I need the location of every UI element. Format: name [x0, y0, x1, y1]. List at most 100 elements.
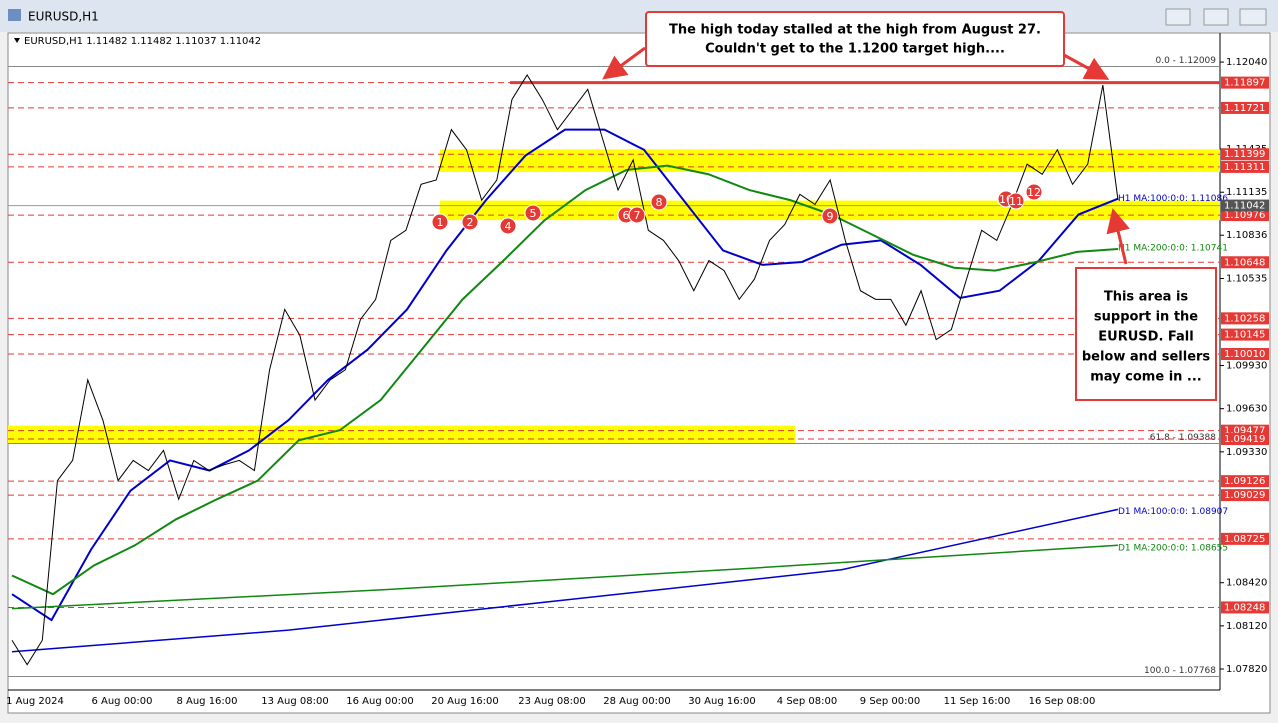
level-tag: [1221, 312, 1269, 325]
y-tick-label: 1.08420: [1226, 578, 1267, 589]
y-tick-label: 1.10836: [1226, 230, 1267, 241]
ma-label: D1 MA:100:0:0: 1.08907: [1118, 507, 1228, 517]
x-tick-label: 28 Aug 00:00: [603, 696, 670, 707]
x-tick-label: 8 Aug 16:00: [176, 696, 237, 707]
level-label: 1.11897: [1224, 78, 1265, 89]
level-tag: [1221, 256, 1269, 269]
marker-label: 1: [437, 216, 444, 229]
y-tick-label: 1.12040: [1226, 57, 1267, 68]
marker-label: 11: [1009, 195, 1023, 208]
marker: [628, 206, 646, 224]
moving-average: [11, 164, 1119, 596]
arrow: [1063, 53, 1110, 80]
marker: [431, 213, 449, 231]
level-label: 1.09477: [1224, 426, 1265, 437]
y-tick-label: 1.09330: [1226, 447, 1267, 458]
level-tag: [1221, 101, 1269, 114]
level-label: 1.10010: [1224, 349, 1265, 360]
fib-label: 0.0 - 1.12009: [1156, 56, 1217, 66]
annotation-box: [1075, 267, 1217, 401]
marker-label: 8: [656, 196, 663, 209]
x-tick-label: 20 Aug 16:00: [431, 696, 498, 707]
x-tick-label: 16 Aug 00:00: [346, 696, 413, 707]
close-button[interactable]: [1239, 8, 1267, 26]
marker: [499, 217, 517, 235]
y-tick-label: 1.09930: [1226, 361, 1267, 372]
maximize-button[interactable]: [1203, 8, 1229, 26]
level-label: 1.10258: [1224, 313, 1265, 324]
level-tag: [1221, 76, 1269, 89]
level-label: 1.10145: [1224, 330, 1265, 341]
level-label: 1.10976: [1224, 210, 1265, 221]
annotation-text: This area is: [1104, 290, 1189, 305]
level-label: 1.08248: [1224, 602, 1265, 613]
level-tag: [1221, 601, 1269, 614]
annotation-text: support in the: [1094, 310, 1198, 325]
level-tag: [1221, 489, 1269, 502]
fib-label: 100.0 - 1.07768: [1144, 666, 1216, 676]
marker: [650, 193, 668, 211]
support-zone: [440, 149, 1220, 172]
y-tick-label: 1.11135: [1226, 187, 1267, 198]
x-tick-label: 16 Sep 08:00: [1029, 696, 1096, 707]
annotation-text: may come in ...: [1090, 370, 1202, 385]
annotation-text: Couldn't get to the 1.1200 target high..…: [705, 42, 1005, 57]
window-title: EURUSD,H1: [28, 10, 99, 24]
level-tag: [1221, 348, 1269, 361]
marker: [461, 213, 479, 231]
annotation-text: below and sellers: [1082, 350, 1211, 365]
fib-label: 61.8 - 1.09388: [1150, 433, 1216, 443]
y-tick-label: 1.10535: [1226, 274, 1267, 285]
ma-label: H1 MA:100:0:0: 1.11086: [1118, 194, 1228, 204]
x-tick-label: 13 Aug 08:00: [261, 696, 328, 707]
marker: [1007, 192, 1025, 210]
ma-label: H1 MA:200:0:0: 1.10741: [1118, 243, 1228, 253]
chart-header: EURUSD,H1 1.11482 1.11482 1.11037 1.1104…: [24, 36, 261, 47]
price-line: [11, 74, 1119, 666]
level-tag: [1221, 148, 1269, 161]
marker-label: 5: [530, 207, 537, 220]
marker: [1025, 183, 1043, 201]
moving-average: [11, 508, 1119, 653]
level-tag: [1221, 328, 1269, 341]
annotation-text: EURUSD. Fall: [1098, 330, 1193, 345]
level-tag: [1221, 532, 1269, 545]
arrow: [1106, 208, 1130, 265]
moving-average: [11, 128, 1119, 622]
level-label: 1.09419: [1224, 434, 1265, 445]
title-bar: [0, 0, 1278, 32]
level-label: 1.09126: [1224, 476, 1265, 487]
ma-label: D1 MA:200:0:0: 1.08655: [1118, 543, 1228, 553]
marker-label: 2: [467, 216, 474, 229]
marker-label: 7: [634, 209, 641, 222]
bid-label: 1.11042: [1224, 201, 1265, 212]
marker: [821, 207, 839, 225]
y-tick-label: 1.07820: [1226, 664, 1267, 675]
marker-label: 12: [1027, 186, 1041, 199]
level-label: 1.09029: [1224, 490, 1265, 501]
annotation-text: The high today stalled at the high from …: [669, 23, 1041, 38]
y-tick-label: 1.09630: [1226, 404, 1267, 415]
x-tick-label: 6 Aug 00:00: [91, 696, 152, 707]
level-tag: [1221, 209, 1269, 222]
level-label: 1.11399: [1224, 149, 1265, 160]
annotation-box: [645, 11, 1065, 67]
x-tick-label: 23 Aug 08:00: [518, 696, 585, 707]
level-label: 1.08725: [1224, 534, 1265, 545]
marker: [524, 204, 542, 222]
x-tick-label: 9 Sep 00:00: [860, 696, 920, 707]
marker-label: 6: [623, 209, 630, 222]
level-tag: [1221, 433, 1269, 446]
minimize-button[interactable]: [1165, 8, 1191, 26]
x-tick-label: 1 Aug 2024: [6, 696, 64, 707]
level-tag: [1221, 160, 1269, 173]
x-tick-label: 11 Sep 16:00: [944, 696, 1011, 707]
x-tick-label: 30 Aug 16:00: [688, 696, 755, 707]
support-zone: [8, 425, 795, 445]
arrow: [602, 46, 646, 80]
level-label: 1.10648: [1224, 257, 1265, 268]
marker-label: 9: [827, 210, 834, 223]
y-tick-label: 1.08120: [1226, 621, 1267, 632]
level-label: 1.11311: [1224, 162, 1265, 173]
